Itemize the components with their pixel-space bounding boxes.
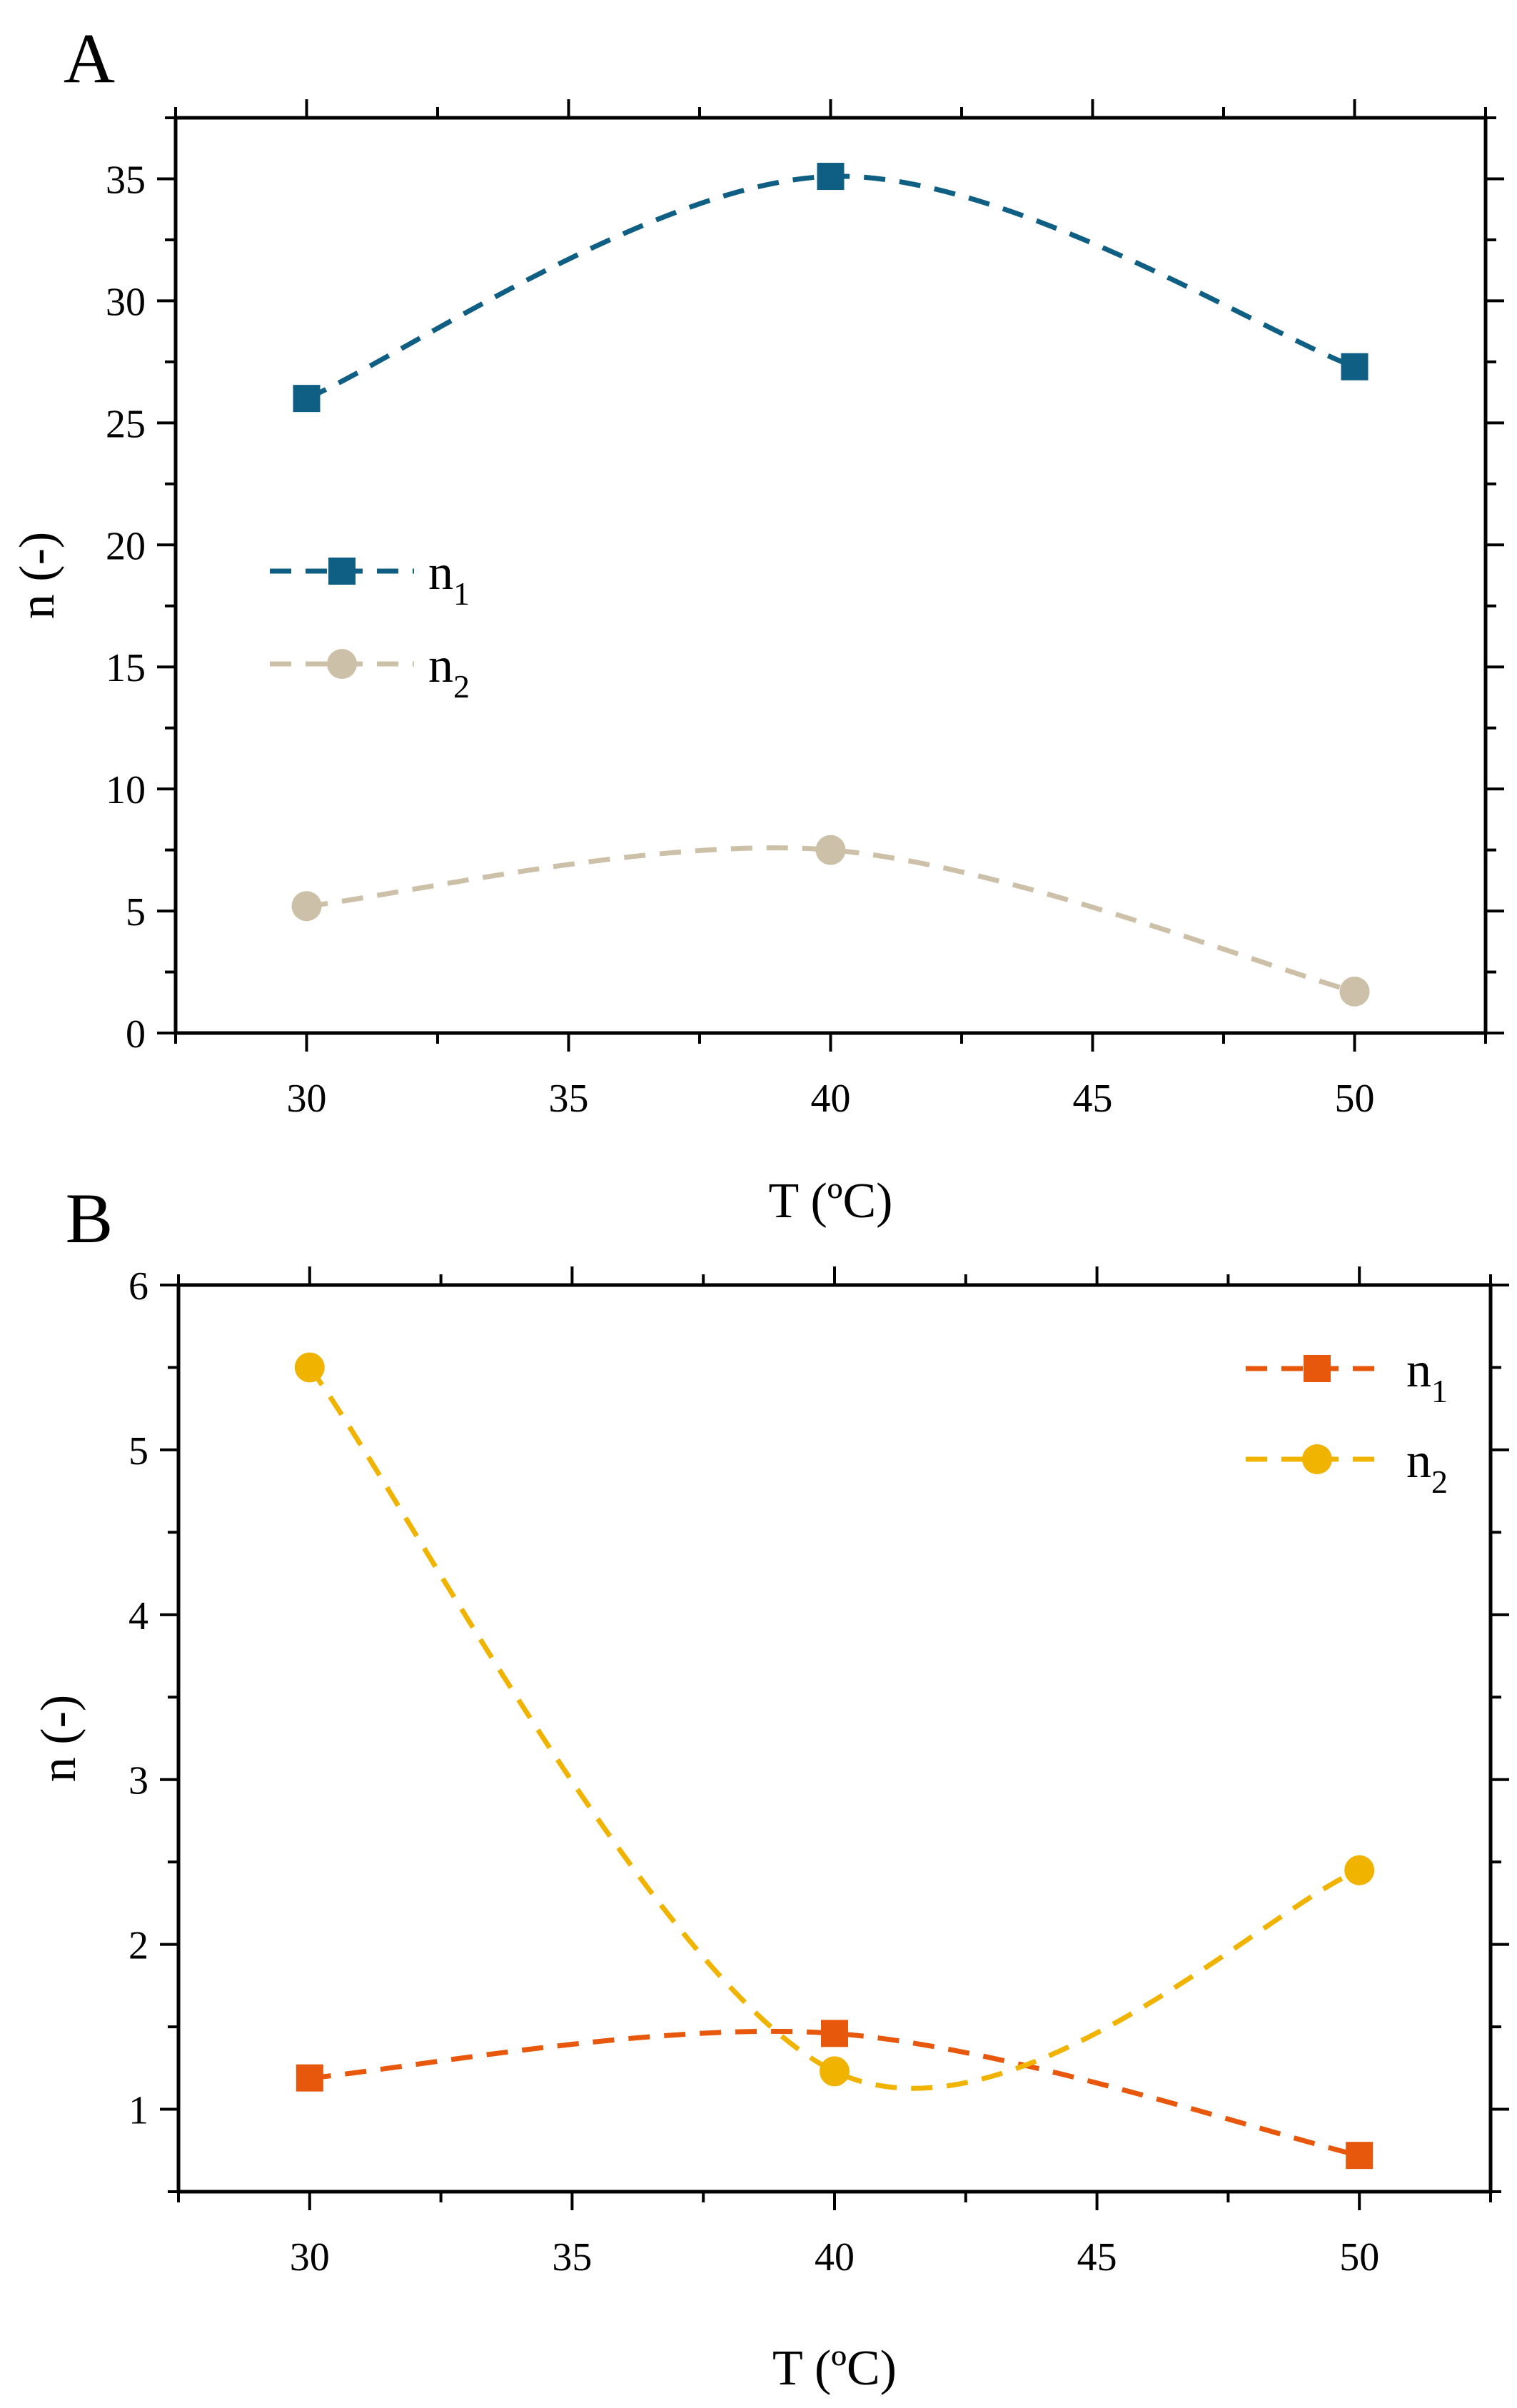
y-tick-label: 15 xyxy=(106,646,146,690)
legend-label: n2 xyxy=(428,638,470,705)
legend-label-subscript: 2 xyxy=(453,668,470,705)
y-tick-label: 35 xyxy=(106,158,146,202)
legend-label-subscript: 2 xyxy=(1431,1464,1448,1500)
y-tick-label: 1 xyxy=(128,2089,148,2133)
x-tick-label: 30 xyxy=(290,2235,330,2279)
y-axis-title: n (-) xyxy=(31,1695,86,1782)
legend-marker xyxy=(328,558,356,585)
y-tick-label: 0 xyxy=(126,1012,146,1057)
series-line-n2 xyxy=(306,845,1356,994)
data-point-n2 xyxy=(815,835,846,865)
series-n2 xyxy=(294,1352,1375,2091)
x-tick-label: 35 xyxy=(549,1077,589,1121)
data-point-n1 xyxy=(1346,2142,1374,2170)
y-tick-label: 4 xyxy=(128,1594,148,1638)
y-tick-label: 2 xyxy=(128,1924,148,1968)
legend-marker xyxy=(1304,1355,1331,1382)
legend-label-subscript: 1 xyxy=(1431,1373,1448,1409)
legend-item-n1: n1 xyxy=(1246,1343,1448,1409)
legend-item-n1: n1 xyxy=(270,545,470,612)
legend-label-main: n xyxy=(428,638,453,693)
data-point-n2 xyxy=(1344,1855,1375,1885)
x-tick-label: 45 xyxy=(1077,2235,1117,2279)
data-point-n1 xyxy=(821,2020,848,2047)
series-line-n2 xyxy=(307,1366,1361,2091)
y-axis-title: n (-) xyxy=(10,532,65,619)
data-point-n2 xyxy=(291,891,322,922)
series-line-n1 xyxy=(309,2028,1360,2158)
series-n1 xyxy=(293,163,1369,413)
y-tick-label: 20 xyxy=(106,524,146,568)
legend-marker xyxy=(327,649,357,679)
legend-label-subscript: 1 xyxy=(453,575,470,612)
y-tick-label: 3 xyxy=(128,1759,148,1803)
data-point-n1 xyxy=(296,2064,323,2092)
x-tick-label: 45 xyxy=(1073,1077,1113,1121)
x-axis-title: T (ºC) xyxy=(768,1174,892,1229)
x-tick-label: 30 xyxy=(287,1077,327,1121)
legend-item-n2: n2 xyxy=(270,638,470,705)
data-point-n1 xyxy=(1341,353,1369,381)
y-tick-label: 25 xyxy=(106,402,146,446)
data-point-n2 xyxy=(820,2056,850,2087)
legend-marker xyxy=(1302,1444,1332,1474)
y-tick-label: 6 xyxy=(128,1264,148,1309)
data-point-n1 xyxy=(817,163,845,191)
x-axis-title: T (ºC) xyxy=(772,2341,897,2396)
x-tick-label: 40 xyxy=(811,1077,851,1121)
panel-label: B xyxy=(66,1179,114,1258)
y-tick-label: 5 xyxy=(126,890,146,935)
y-tick-label: 30 xyxy=(106,280,146,324)
y-tick-label: 5 xyxy=(128,1429,148,1473)
x-tick-label: 35 xyxy=(552,2235,592,2279)
y-tick-label: 10 xyxy=(106,768,146,812)
data-point-n2 xyxy=(1339,976,1370,1007)
series-n1 xyxy=(296,2020,1374,2170)
legend-label: n1 xyxy=(1406,1343,1448,1409)
x-tick-label: 40 xyxy=(815,2235,855,2279)
x-tick-label: 50 xyxy=(1335,1077,1375,1121)
x-tick-label: 50 xyxy=(1339,2235,1379,2279)
panel-label: A xyxy=(64,19,115,98)
legend-label-main: n xyxy=(428,545,453,600)
legend-label-main: n xyxy=(1406,1343,1431,1398)
legend-item-n2: n2 xyxy=(1246,1434,1448,1500)
legend-label: n1 xyxy=(428,545,470,612)
series-n2 xyxy=(291,835,1370,1007)
legend-label: n2 xyxy=(1406,1434,1448,1500)
legend-label-main: n xyxy=(1406,1434,1431,1488)
data-point-n2 xyxy=(294,1352,325,1383)
data-point-n1 xyxy=(293,385,321,413)
